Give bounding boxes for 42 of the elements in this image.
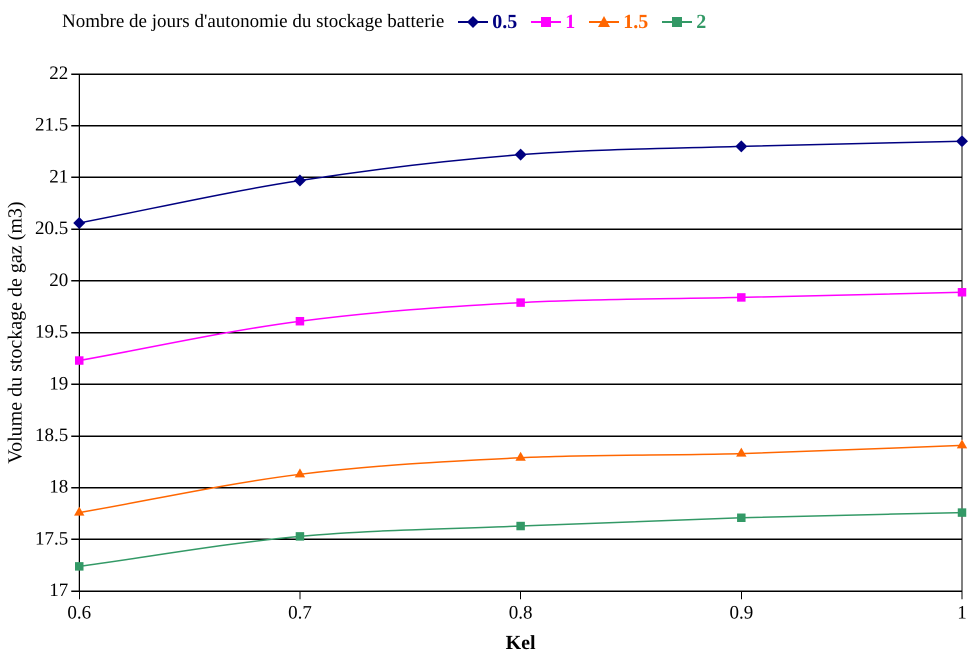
y-tick-label: 18 xyxy=(49,476,68,498)
point xyxy=(958,508,966,517)
y-tick-label: 18.5 xyxy=(35,425,68,446)
legend-label: 0.5 xyxy=(492,10,518,34)
y-tick-label: 21 xyxy=(49,166,68,188)
point xyxy=(956,439,968,448)
legend-label: 2 xyxy=(696,10,706,34)
point xyxy=(516,522,525,530)
point xyxy=(75,562,84,571)
x-tick-label: 0.6 xyxy=(67,602,92,624)
point xyxy=(74,506,84,516)
x-tick-label: 0.7 xyxy=(288,602,312,624)
point xyxy=(296,532,304,541)
x-tick-label: 0.9 xyxy=(729,602,754,624)
y-tick-label: 19.5 xyxy=(35,322,68,343)
y-tick-label: 19 xyxy=(49,373,68,394)
y-tick-label: 17 xyxy=(49,580,68,602)
y-tick-label: 21.5 xyxy=(35,114,68,136)
legend-label: 1 xyxy=(565,10,576,34)
x-tick-label: 1 xyxy=(957,602,967,624)
point xyxy=(75,356,84,365)
point xyxy=(958,288,966,296)
point xyxy=(516,298,525,307)
point xyxy=(515,452,526,461)
point xyxy=(296,316,304,326)
point xyxy=(294,174,306,187)
y-tick-label: 20.5 xyxy=(35,218,68,240)
point xyxy=(737,514,746,522)
y-tick-label: 20 xyxy=(49,270,68,291)
y-tick-label: 17.5 xyxy=(35,528,68,550)
point xyxy=(737,293,746,302)
point xyxy=(736,448,747,457)
x-tick-label: 0.8 xyxy=(508,602,532,624)
y-tick-label: 22 xyxy=(49,62,68,84)
point xyxy=(514,148,527,161)
point xyxy=(956,135,968,148)
legend-label: 1.5 xyxy=(623,10,648,34)
legend-title: Nombre de jours d'autonomie du stockage batterie xyxy=(62,11,444,33)
y-axis-title: Volume du stockage de gaz (m3) xyxy=(4,201,26,464)
x-axis-title: Kel xyxy=(506,632,536,654)
point xyxy=(735,140,748,152)
point xyxy=(294,468,306,478)
